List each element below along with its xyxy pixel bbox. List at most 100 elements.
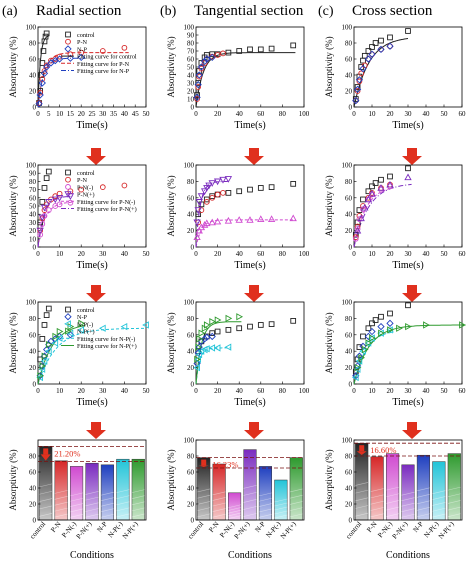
data-point (220, 190, 226, 196)
y-tick-label: 80 (187, 178, 195, 186)
bar-hatch (417, 487, 430, 492)
data-point (55, 194, 64, 202)
bar-hatch (212, 513, 226, 518)
data-point (405, 302, 411, 309)
reduction-arrow-shaft (43, 448, 49, 455)
data-point (364, 55, 373, 63)
legend-label: N-P(-) (77, 321, 93, 328)
data-point (378, 313, 384, 320)
legend-label: Fitting curve for N-P (77, 68, 130, 75)
scatter-panel-c3: 0 20 40 60 80 100 0 10 20 30 40 50 60 Absorptivity (%… (324, 299, 466, 409)
legend-label: Fitting curve for P-N(+) (77, 206, 137, 213)
data-point (459, 321, 466, 329)
plot-frame (37, 439, 147, 521)
data-point (209, 194, 216, 201)
data-point (368, 189, 376, 197)
bar-hatch (101, 513, 114, 518)
y-tick-label: 0 (33, 244, 37, 252)
bar-hatch (197, 507, 211, 511)
y-tick-label: 70 (29, 186, 37, 194)
fitting-curve (37, 57, 86, 108)
data-point (351, 373, 359, 382)
category-label: P-N (365, 520, 378, 534)
x-tick-label: 50 (441, 250, 449, 258)
down-arrow-shaft (407, 422, 417, 430)
x-tick-label: 20 (214, 387, 222, 395)
data-point (353, 85, 362, 94)
bar-hatch (197, 488, 211, 493)
bar-hatch (85, 496, 99, 501)
bar-hatch (432, 513, 446, 518)
data-point (203, 52, 210, 58)
legend-label: P-N(+) (77, 192, 95, 199)
y-tick-label: 80 (187, 315, 195, 323)
y-tick-label: 100 (184, 24, 195, 32)
data-point (354, 88, 361, 94)
bar-hatch (289, 507, 303, 511)
bar-hatch (197, 501, 211, 505)
data-point (40, 204, 49, 212)
x-tick-label: 10 (56, 250, 64, 258)
data-point (225, 314, 233, 323)
data-point (56, 190, 63, 197)
category-label: N-P (412, 520, 425, 534)
y-tick-label: 90 (29, 170, 37, 178)
down-arrow (86, 285, 106, 302)
x-tick-label: 60 (459, 387, 467, 395)
data-point (358, 70, 365, 77)
bar-hatch (70, 492, 83, 497)
data-point (365, 194, 372, 201)
data-point (39, 60, 46, 66)
down-arrow-shaft (249, 422, 259, 430)
legend-marker (64, 45, 72, 53)
x-tick-label: 40 (236, 387, 244, 395)
x-tick-label: 0 (36, 387, 40, 395)
x-tick-label: 100 (299, 387, 310, 395)
bar-hatch (70, 508, 83, 513)
data-point (43, 312, 50, 318)
data-point (193, 233, 201, 241)
data-point (360, 196, 366, 203)
y-tick-label: 0 (349, 381, 353, 389)
data-point (41, 68, 48, 74)
column-b-title: Tangential section (194, 3, 304, 19)
bar-hatch (131, 507, 145, 512)
data-point (368, 50, 376, 58)
data-point (201, 324, 209, 332)
x-tick-label: 100 (299, 250, 310, 258)
legend-marker (64, 313, 72, 321)
bar-hatch (417, 500, 430, 505)
legend-label: control (77, 32, 95, 39)
bar-hatch (259, 508, 272, 513)
bar-hatch (386, 486, 399, 491)
data-point (387, 326, 394, 334)
legend-label: Fitting curve for N-P(-) (77, 336, 135, 343)
data-point (369, 334, 376, 342)
x-tick-label: 45 (132, 110, 140, 118)
data-point (247, 186, 253, 193)
data-point (40, 357, 48, 365)
column-b-letter: (b) (160, 4, 177, 19)
data-point (372, 40, 379, 46)
x-tick-label: 10 (369, 110, 377, 118)
bar-hatch (401, 513, 415, 518)
data-point (45, 340, 53, 349)
legend-marker (64, 191, 72, 198)
x-tick-label: 20 (78, 387, 86, 395)
data-point (195, 80, 202, 86)
y-tick-label: 20 (345, 364, 353, 372)
down-arrow (244, 285, 264, 302)
bar-hatch (447, 506, 461, 511)
data-point (354, 84, 361, 90)
category-label: P-N(+) (233, 520, 252, 541)
data-point (368, 327, 376, 336)
reduction-annotation: 21.20% (54, 448, 80, 458)
bar-hatch (386, 506, 399, 511)
y-tick-label: 40 (29, 211, 37, 219)
x-tick-label: 20 (387, 110, 395, 118)
bar-hatch (70, 497, 83, 502)
bar-hatch (243, 492, 257, 496)
data-point (361, 52, 368, 59)
data-point (45, 199, 53, 206)
